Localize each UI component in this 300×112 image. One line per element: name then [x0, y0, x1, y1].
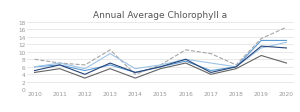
Line: Browns Bridge: Browns Bridge: [34, 47, 286, 75]
Browns Bridge: [159, 67, 162, 68]
Flowery Branch Mid Lake: [184, 59, 188, 60]
Boling Bridge: [234, 67, 238, 68]
Browns Bridge: [184, 59, 188, 60]
Lanier Bridge: [209, 53, 213, 55]
Boling Bridge: [285, 40, 288, 42]
Browns Bridge: [83, 74, 87, 75]
Dam Pool: [83, 78, 87, 79]
Lanier Bridge: [184, 50, 188, 51]
Boling Bridge: [184, 61, 188, 62]
Flowery Branch Mid Lake: [33, 67, 36, 68]
Flowery Branch Mid Lake: [83, 68, 87, 70]
Dam Pool: [260, 55, 263, 57]
Title: Annual Average Chlorophyll a: Annual Average Chlorophyll a: [93, 11, 228, 20]
Dam Pool: [234, 68, 238, 70]
Line: Lanier Bridge: Lanier Bridge: [34, 28, 286, 75]
Lanier Bridge: [159, 65, 162, 66]
Boling Bridge: [134, 72, 137, 73]
Lanier Bridge: [134, 74, 137, 75]
Lanier Bridge: [260, 39, 263, 40]
Boling Bridge: [108, 65, 112, 66]
Lanier Bridge: [83, 65, 87, 66]
Flowery Branch Mid Lake: [159, 65, 162, 66]
Dam Pool: [134, 78, 137, 79]
Boling Bridge: [33, 67, 36, 68]
Dam Pool: [285, 63, 288, 64]
Line: Dam Pool: Dam Pool: [34, 56, 286, 78]
Browns Bridge: [108, 63, 112, 64]
Dam Pool: [108, 68, 112, 70]
Lanier Bridge: [33, 59, 36, 60]
Lanier Bridge: [58, 63, 61, 64]
Boling Bridge: [83, 70, 87, 72]
Boling Bridge: [159, 67, 162, 68]
Browns Bridge: [209, 72, 213, 73]
Boling Bridge: [260, 40, 263, 42]
Dam Pool: [184, 63, 188, 64]
Lanier Bridge: [234, 65, 238, 66]
Flowery Branch Mid Lake: [108, 53, 112, 55]
Lanier Bridge: [285, 27, 288, 29]
Browns Bridge: [234, 67, 238, 68]
Browns Bridge: [33, 70, 36, 72]
Dam Pool: [159, 68, 162, 70]
Boling Bridge: [58, 65, 61, 66]
Flowery Branch Mid Lake: [285, 42, 288, 44]
Flowery Branch Mid Lake: [209, 63, 213, 64]
Line: Flowery Branch Mid Lake: Flowery Branch Mid Lake: [34, 43, 286, 69]
Flowery Branch Mid Lake: [58, 63, 61, 64]
Dam Pool: [33, 72, 36, 73]
Dam Pool: [58, 68, 61, 70]
Boling Bridge: [209, 70, 213, 72]
Browns Bridge: [134, 72, 137, 73]
Flowery Branch Mid Lake: [234, 67, 238, 68]
Dam Pool: [209, 74, 213, 75]
Browns Bridge: [58, 65, 61, 66]
Flowery Branch Mid Lake: [134, 68, 137, 70]
Browns Bridge: [260, 46, 263, 47]
Flowery Branch Mid Lake: [260, 48, 263, 49]
Lanier Bridge: [108, 50, 112, 51]
Line: Boling Bridge: Boling Bridge: [34, 41, 286, 73]
Browns Bridge: [285, 48, 288, 49]
